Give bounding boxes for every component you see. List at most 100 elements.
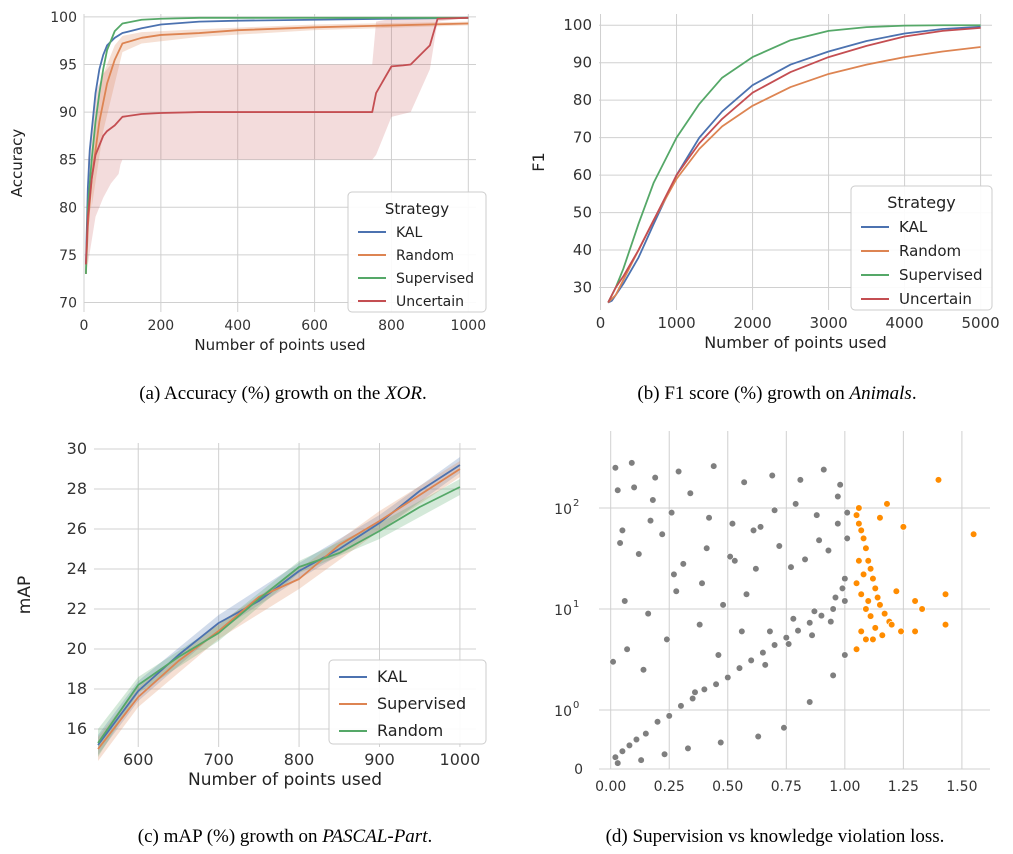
x-tick-label: 800 <box>378 318 405 334</box>
scatter-point <box>780 724 788 732</box>
y-axis-label: Accuracy <box>8 129 26 198</box>
scatter-point <box>726 553 734 561</box>
scatter-point <box>862 605 870 613</box>
scatter-point <box>801 555 809 563</box>
scatter-point <box>614 759 622 767</box>
scatter-point <box>775 542 783 550</box>
confidence-band <box>98 479 460 757</box>
x-tick-label: 1000 <box>440 750 481 769</box>
series-line-random <box>607 46 981 304</box>
confidence-band <box>87 17 469 265</box>
series-line-random <box>97 486 461 744</box>
x-tick-label: 2000 <box>733 314 771 332</box>
y-tick-label: 18 <box>67 679 87 698</box>
scatter-point <box>857 590 865 598</box>
scatter-point <box>646 517 655 525</box>
scatter-point <box>628 459 636 467</box>
scatter-point <box>642 730 650 738</box>
scatter-point <box>660 750 669 758</box>
confidence-band <box>91 21 469 208</box>
caption-b-dataset: Animals <box>849 383 912 404</box>
scatter-point <box>934 476 943 484</box>
y-axis-label: F1 <box>529 152 548 171</box>
scatter-point <box>866 612 875 620</box>
legend-label: Supervised <box>396 271 474 287</box>
accuracy-chart: 0 200 400 600 800 1000 70 75 80 85 90 95 100 Number o… <box>8 10 487 354</box>
y-tick-label: 90 <box>573 54 592 72</box>
scatter-point <box>658 530 666 538</box>
scatter-point <box>871 584 879 592</box>
y-tick-label: 80 <box>59 200 77 216</box>
scatter-point <box>855 504 863 512</box>
y-tick-label: 40 <box>573 241 592 259</box>
scatter-point <box>888 621 896 629</box>
scatter-point <box>703 544 711 552</box>
scatter-point <box>623 645 631 653</box>
scatter-point <box>700 685 708 693</box>
scatter-point <box>852 511 861 519</box>
scatter-point <box>855 520 863 528</box>
scatter-point <box>869 574 877 583</box>
y-tick-label: 70 <box>573 129 592 147</box>
scatter-point <box>614 486 622 494</box>
scatter-point <box>770 506 779 514</box>
scatter-point <box>625 741 634 750</box>
y-tick-label: 85 <box>59 153 77 169</box>
scatter-point <box>749 526 758 535</box>
scatter-point <box>637 756 645 764</box>
series-line-uncertain <box>85 16 469 265</box>
scatter-point <box>667 509 676 517</box>
caption-a-suffix: . <box>422 383 427 404</box>
scatter-point <box>824 546 833 555</box>
scatter-point <box>864 557 872 565</box>
legend-box <box>347 191 487 313</box>
scatter-point <box>852 645 861 653</box>
scatter-point <box>878 631 886 639</box>
chart-panel-b: 0 1000 2000 3000 4000 5000 30 40 50 60 70 80 90 100 Nu… <box>506 0 1013 375</box>
scatter-point <box>747 656 755 664</box>
scatter-point <box>651 473 659 482</box>
y-tick-label: 95 <box>59 57 77 73</box>
x-tick-label: 1000 <box>657 314 695 332</box>
scatter-point <box>649 496 657 504</box>
map-chart: 600 700 800 900 1000 16 18 20 22 24 26 28 30 Number o… <box>15 439 487 790</box>
scatter-point <box>843 509 851 517</box>
caption-a-dataset: XOR <box>385 383 423 404</box>
scatter-point <box>684 744 692 752</box>
caption-b-text: (b) F1 score (%) growth on <box>637 383 850 404</box>
scatter-point <box>836 481 844 489</box>
scatter-point <box>941 621 950 629</box>
scatter-point <box>829 671 837 680</box>
scatter-point <box>874 593 882 602</box>
scatter-point <box>761 661 769 669</box>
scatter-point <box>820 465 828 474</box>
scatter-point <box>787 563 795 571</box>
legend-title: Strategy <box>385 200 449 218</box>
y-tick-label: 100 <box>563 16 592 34</box>
x-axis-label: Number of points used <box>194 336 365 354</box>
scatter-point <box>883 500 891 508</box>
legend-label: Random <box>899 242 961 260</box>
chart-panel-d: 0.00 0.25 0.50 0.75 1.00 1.25 1.50 0 10 0 10 1 10 2 <box>506 425 1013 815</box>
x-axis-label: Number of points used <box>704 333 887 352</box>
scatter-point <box>639 666 648 674</box>
scatter-point <box>710 462 718 470</box>
scatter-point <box>841 651 849 659</box>
y-tick-label: 100 <box>50 10 77 26</box>
scatter-point <box>827 618 835 626</box>
y-tick-label: 30 <box>573 279 592 297</box>
y-axis-label: mAP <box>15 576 35 614</box>
scatter-point <box>785 640 793 648</box>
scatter-point <box>855 557 863 565</box>
scatter-point <box>731 557 739 565</box>
scatter-point <box>970 530 978 538</box>
y-tick-exponent: 0 <box>573 700 579 711</box>
scatter-point <box>876 514 884 522</box>
scatter-point <box>742 590 751 598</box>
caption-b-suffix: . <box>911 383 917 404</box>
y-tick-label: 50 <box>573 204 592 222</box>
x-tick-label: 5000 <box>962 314 1000 332</box>
scatter-point <box>941 590 950 598</box>
x-tick-label: 0.25 <box>654 779 685 795</box>
